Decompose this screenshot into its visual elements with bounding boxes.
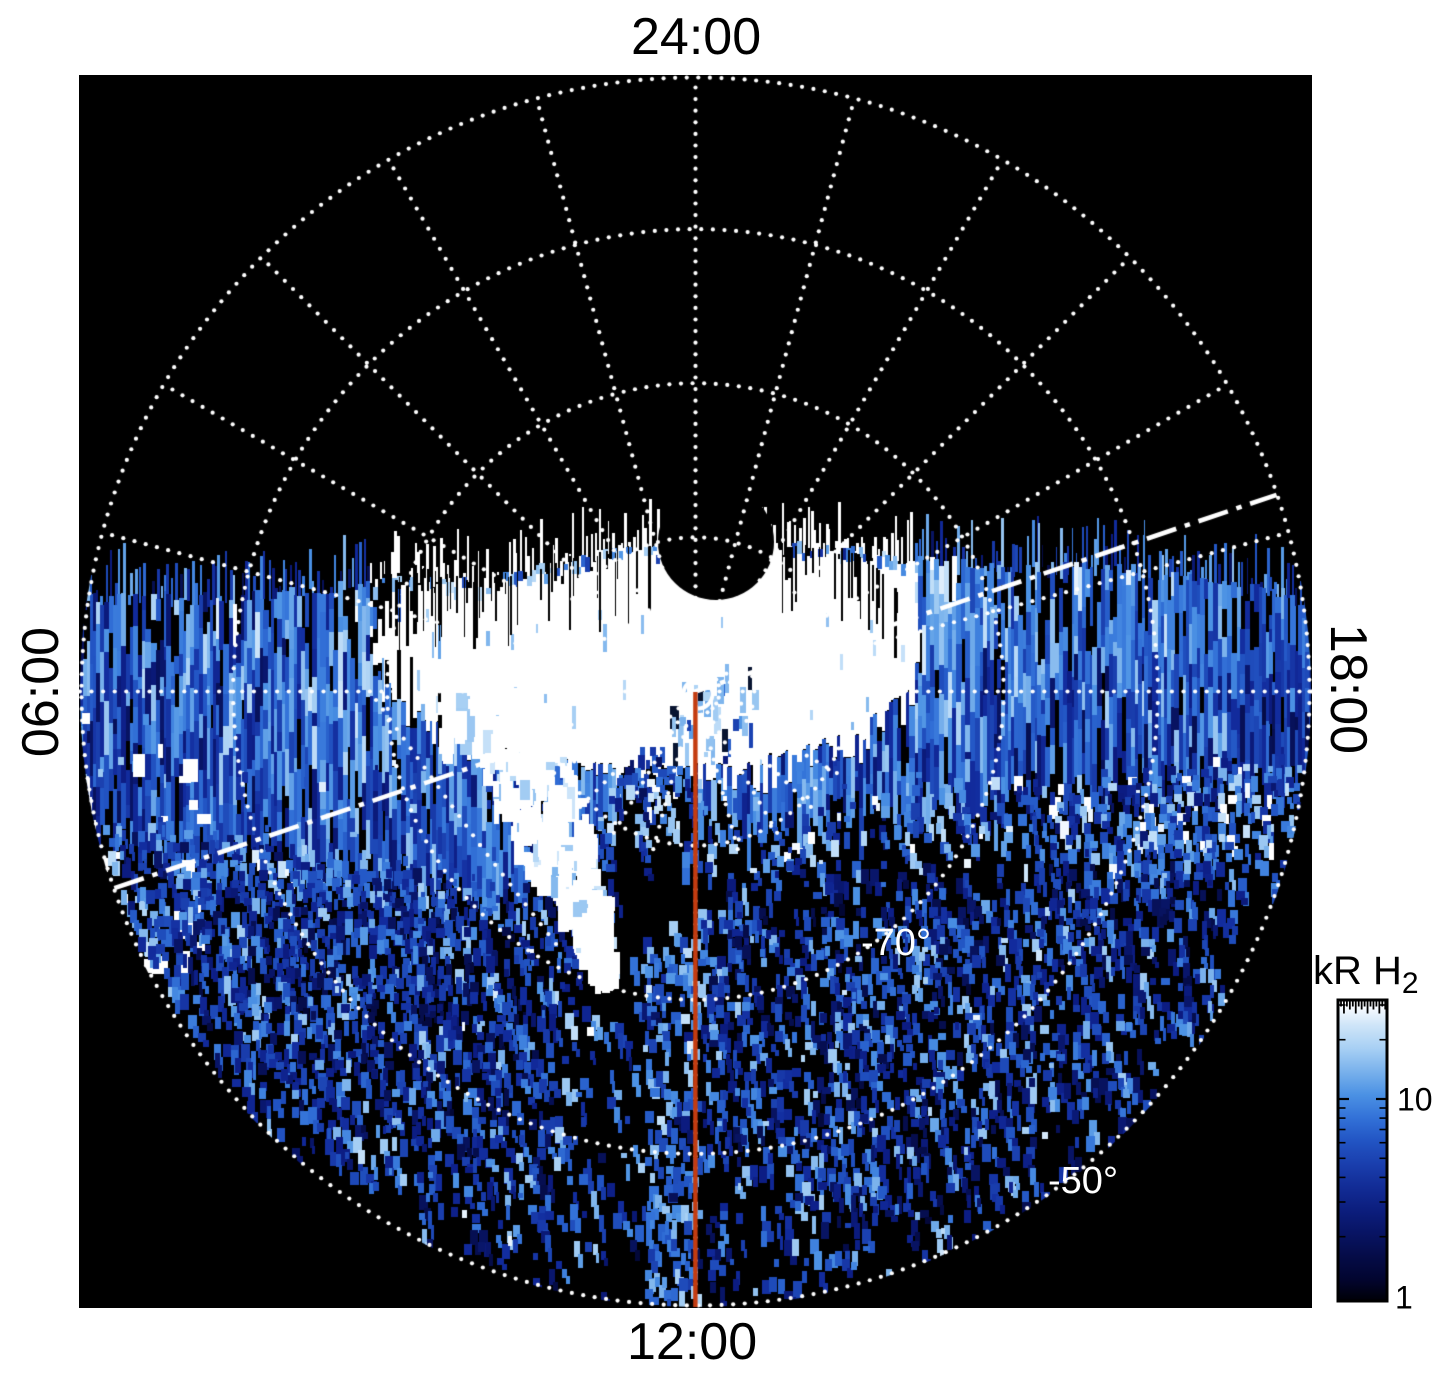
svg-text:1: 1 bbox=[1395, 1280, 1413, 1316]
svg-text:10: 10 bbox=[1397, 1082, 1433, 1118]
